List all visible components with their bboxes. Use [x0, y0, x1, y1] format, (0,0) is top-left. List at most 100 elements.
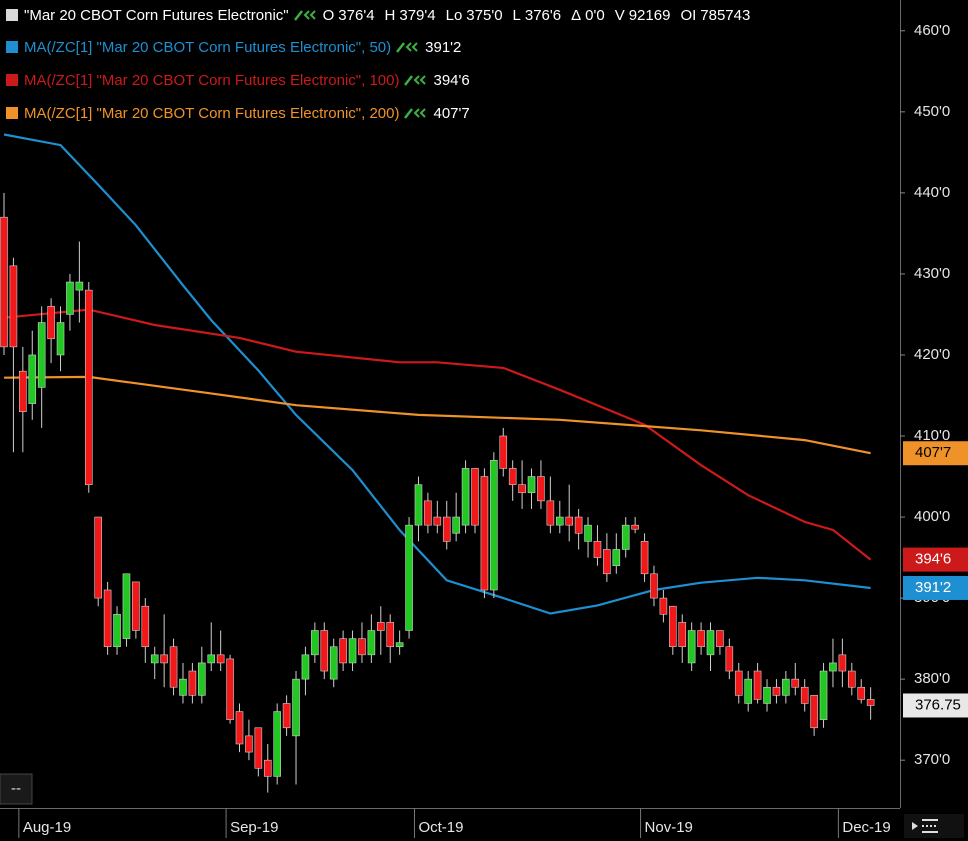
pencil [293, 10, 303, 21]
axis-menu-icon[interactable] [904, 814, 964, 838]
candle-body [0, 216, 8, 348]
candle-body [226, 658, 234, 720]
readout-value: 375'0 [466, 6, 503, 24]
legend-row: MA(/ZC[1] "Mar 20 CBOT Corn Futures Elec… [6, 102, 470, 124]
candle-body [565, 516, 574, 526]
candle-body [480, 476, 489, 591]
ma-tag [903, 441, 968, 466]
readout-item: O 376'4 [323, 7, 375, 24]
candle-body [857, 686, 866, 700]
candle-body [687, 630, 696, 664]
candle-body [442, 516, 451, 542]
chevron [420, 108, 427, 118]
candle-body [829, 662, 837, 672]
price-tag-label: 376.75 [915, 696, 961, 713]
candle-body [847, 670, 856, 688]
readout-name: V [614, 6, 625, 24]
y-tick-label: 460'0 [914, 22, 950, 39]
candle-body [320, 630, 329, 672]
candle-body [424, 500, 432, 526]
candle-body [697, 630, 705, 648]
candle-body [141, 605, 150, 648]
candle-body [734, 670, 743, 696]
candle-body [160, 654, 168, 664]
study-icon[interactable] [403, 73, 429, 87]
legend-value: 407'7 [433, 104, 470, 122]
readout-name: Δ [571, 6, 582, 24]
readout-value: 376'4 [338, 6, 375, 24]
candle-body [395, 642, 404, 648]
legend-row: MA(/ZC[1] "Mar 20 CBOT Corn Futures Elec… [6, 69, 470, 91]
scale-button[interactable] [0, 773, 33, 805]
candle-body [772, 686, 781, 696]
legend-swatch [6, 41, 18, 53]
y-tick-label: 420'0 [914, 346, 950, 363]
candle-body [753, 670, 762, 700]
candle-body [245, 735, 253, 753]
readout-item: Δ 0'0 [571, 7, 605, 24]
candle-body [216, 654, 225, 664]
ma-line [3, 133, 871, 615]
candle-body [66, 281, 74, 315]
readout-item: V 92169 [615, 7, 671, 24]
candle-body [810, 695, 818, 729]
candle-body [508, 468, 517, 485]
candle-body [716, 630, 724, 648]
candle-body [452, 516, 460, 534]
candle-body [706, 630, 715, 656]
y-tick-label: 370'0 [914, 751, 950, 768]
study-icon[interactable] [395, 40, 421, 54]
readout-item: L 376'6 [513, 7, 562, 24]
candle-body [122, 573, 131, 639]
candle-body [339, 638, 347, 664]
readout-name: L [512, 6, 521, 24]
candle-body [37, 322, 46, 388]
readout-item: H 379'4 [385, 7, 436, 24]
candle-body [471, 468, 479, 526]
candle-body [593, 541, 602, 558]
chevron [411, 42, 418, 52]
candle-body [179, 678, 187, 696]
candle-body [84, 289, 93, 485]
legend-value: 391'2 [425, 38, 462, 56]
candle-body [169, 646, 178, 688]
pencil [396, 42, 406, 53]
candle-body [819, 670, 828, 720]
legend-swatch [6, 9, 18, 21]
candle-body [132, 581, 140, 631]
candle-body [763, 686, 771, 704]
legend-row: MA(/ZC[1] "Mar 20 CBOT Corn Futures Elec… [6, 36, 461, 58]
candle-body [329, 646, 338, 680]
x-tick-label: Dec-19 [842, 819, 890, 836]
x-tick-label: Nov-19 [645, 819, 693, 836]
study-icon[interactable] [293, 8, 319, 22]
candle-body [207, 654, 216, 664]
candle-body [782, 678, 790, 696]
candle-body [358, 638, 366, 656]
candle-body [254, 727, 263, 769]
y-tick-label: 410'0 [914, 427, 950, 444]
candle-body [791, 678, 800, 688]
readout-item: Lo 375'0 [446, 7, 503, 24]
chevron [303, 10, 310, 20]
candle-body [866, 699, 875, 706]
candle-body [263, 759, 272, 777]
y-tick-label: 450'0 [914, 103, 950, 120]
legend-name: MA(/ZC[1] "Mar 20 CBOT Corn Futures Elec… [24, 71, 400, 89]
legend-name: MA(/ZC[1] "Mar 20 CBOT Corn Futures Elec… [24, 104, 400, 122]
candle-body [518, 484, 526, 494]
readout-value: 92169 [628, 6, 671, 24]
candle-body [621, 524, 630, 550]
candle-body [188, 670, 197, 696]
candle-body [461, 468, 470, 526]
price-tag [903, 693, 968, 718]
ma-line [3, 375, 871, 455]
icon-arrow [912, 822, 918, 830]
candle-body [490, 460, 498, 591]
candle-body [94, 516, 102, 599]
candle-body [9, 265, 18, 348]
candle-body [292, 678, 300, 737]
study-icon[interactable] [403, 106, 429, 120]
